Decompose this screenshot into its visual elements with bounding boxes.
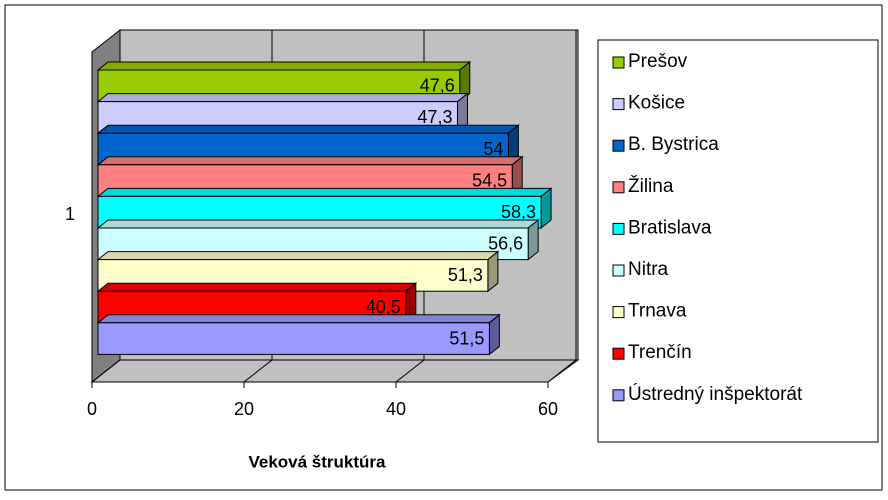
floor	[90, 359, 580, 383]
floor-grid-line	[395, 359, 425, 383]
legend-swatch	[612, 139, 625, 152]
bar-top	[96, 187, 553, 197]
bar-top	[96, 124, 520, 134]
bar-top	[96, 314, 501, 324]
data-label: 40,5	[366, 297, 401, 317]
legend-swatch	[612, 389, 625, 402]
legend-entries: Prešov Košice B. Bystrica Žilina Bratislava N…	[612, 51, 803, 405]
y-tick-label: 1	[65, 204, 75, 224]
data-label: 51,5	[449, 328, 484, 348]
legend-label: Trenčín	[628, 342, 692, 363]
legend-swatch	[612, 98, 625, 111]
data-label: 56,6	[488, 234, 523, 254]
data-label: 47,3	[417, 107, 452, 127]
legend-label: Prešov	[628, 51, 688, 72]
legend	[597, 39, 879, 443]
x-tick-label: 20	[234, 399, 254, 419]
x-tick-label: 60	[538, 399, 558, 419]
legend-label: Ústredný inšpektorát	[628, 383, 803, 405]
floor-grid-line	[91, 359, 121, 383]
bar	[97, 322, 490, 355]
data-label: 47,6	[420, 76, 455, 96]
legend-label: Bratislava	[628, 217, 712, 238]
floor-grid-line	[547, 359, 577, 383]
legend-swatch	[612, 264, 625, 277]
floor-grid-line	[243, 359, 273, 383]
data-label: 54,5	[472, 170, 507, 190]
data-label: 54	[483, 139, 503, 159]
bar-top	[96, 93, 469, 103]
bar-top	[96, 156, 524, 166]
legend-label: Žilina	[628, 175, 674, 197]
bar-top	[96, 219, 540, 229]
bar-top	[96, 282, 418, 292]
data-label: 58,3	[501, 202, 536, 222]
legend-swatch	[612, 181, 625, 194]
data-label: 51,3	[448, 265, 483, 285]
x-axis-title: Veková štruktúra	[248, 452, 386, 471]
legend-swatch	[612, 306, 625, 319]
legend-label: Košice	[628, 93, 685, 114]
legend-label: Nitra	[628, 259, 669, 280]
legend-swatch	[612, 56, 625, 69]
bars: 47,6 47,3 54 54,5 58,3 56,651,3 40,5 51,5	[96, 60, 553, 356]
legend-swatch	[612, 347, 625, 360]
bar-top	[96, 251, 500, 261]
legend-label: Trnava	[628, 301, 687, 322]
x-tick-label: 40	[386, 399, 406, 419]
legend-swatch	[612, 222, 625, 235]
legend-label: B. Bystrica	[628, 134, 719, 155]
bar-top	[96, 61, 472, 71]
x-tick-label: 0	[87, 399, 97, 419]
